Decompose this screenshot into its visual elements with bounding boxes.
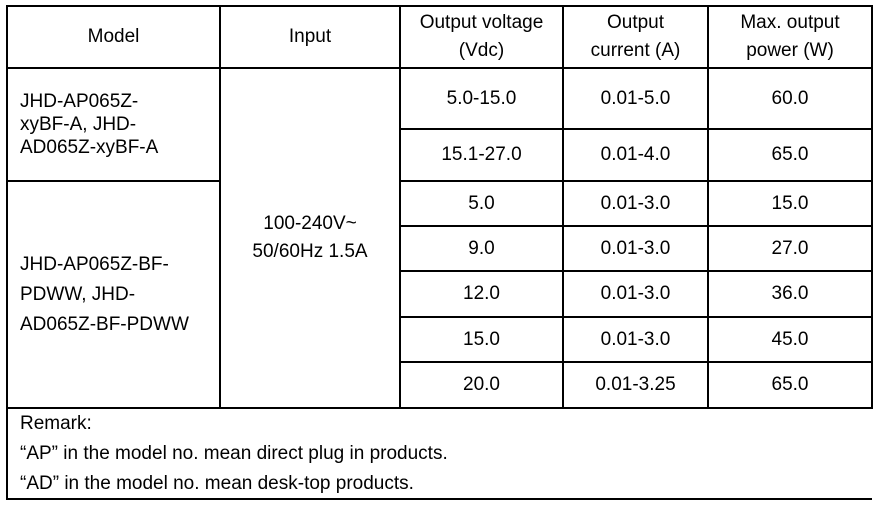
table-row: 12.0 0.01-3.0 36.0 xyxy=(7,270,873,318)
remark-line: “AD” in the model no. mean desk-top prod… xyxy=(20,473,414,494)
voltage-cell: 15.1-27.0 xyxy=(399,128,564,182)
power-cell: 45.0 xyxy=(707,316,873,363)
voltage-cell: 20.0 xyxy=(399,361,564,409)
header-row: Model Input Output voltage (Vdc) Output … xyxy=(6,5,873,69)
current-cell: 0.01-3.0 xyxy=(562,180,709,227)
remark-section: Remark: “AP” in the model no. mean direc… xyxy=(6,407,872,500)
input-cell: 100-240V~ 50/60Hz 1.5A xyxy=(219,67,401,409)
table-row: JHD-AP065Z-BF-PDWW, JHD-AD065Z-BF-PDWW 5… xyxy=(6,180,873,409)
power-cell: 65.0 xyxy=(707,361,873,409)
table-row: JHD-AP065Z-xyBF-A, JHD-AD065Z-xyBF-A 100… xyxy=(6,67,873,409)
table-row: 9.0 0.01-3.0 27.0 xyxy=(7,225,873,272)
voltage-cell: 5.0-15.0 xyxy=(399,67,564,130)
voltage-cell: 15.0 xyxy=(399,316,564,363)
header-model: Model xyxy=(6,5,221,69)
current-cell: 0.01-4.0 xyxy=(562,128,709,182)
spec-table: Model Input Output voltage (Vdc) Output … xyxy=(6,5,873,409)
power-cell: 27.0 xyxy=(707,225,873,272)
current-cell: 0.01-3.0 xyxy=(562,270,709,318)
table-row: 15.1-27.0 0.01-4.0 65.0 xyxy=(7,128,873,182)
remark-title: Remark: xyxy=(20,413,92,434)
current-cell: 0.01-5.0 xyxy=(562,67,709,130)
current-cell: 0.01-3.0 xyxy=(562,316,709,363)
header-voltage: Output voltage (Vdc) xyxy=(399,5,564,69)
model-cell: JHD-AP065Z-BF-PDWW, JHD-AD065Z-BF-PDWW xyxy=(6,180,221,409)
voltage-cell: 5.0 xyxy=(399,180,564,227)
table-row: 20.0 0.01-3.25 65.0 xyxy=(7,361,873,409)
model-cell: JHD-AP065Z-xyBF-A, JHD-AD065Z-xyBF-A xyxy=(6,67,221,182)
power-cell: 60.0 xyxy=(707,67,873,130)
table-row: 15.0 0.01-3.0 45.0 xyxy=(7,316,873,363)
header-power: Max. output power (W) xyxy=(707,5,873,69)
power-cell: 36.0 xyxy=(707,270,873,318)
voltage-cell: 9.0 xyxy=(399,225,564,272)
voltage-cell: 12.0 xyxy=(399,270,564,318)
current-cell: 0.01-3.0 xyxy=(562,225,709,272)
power-cell: 15.0 xyxy=(707,180,873,227)
header-current: Output current (A) xyxy=(562,5,709,69)
remark-line: “AP” in the model no. mean direct plug i… xyxy=(20,443,448,464)
power-cell: 65.0 xyxy=(707,128,873,182)
current-cell: 0.01-3.25 xyxy=(562,361,709,409)
header-input: Input xyxy=(219,5,401,69)
